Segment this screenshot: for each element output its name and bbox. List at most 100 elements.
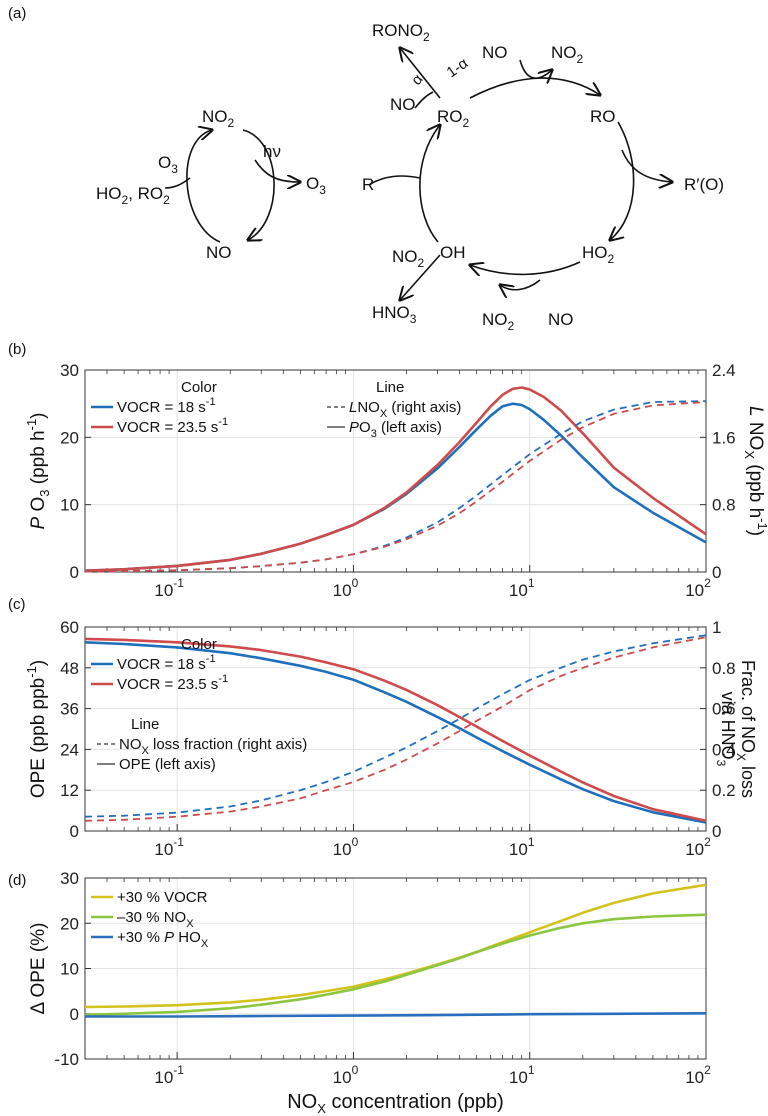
y-axis-label-left: OPE (ppb ppb-1) [24,660,49,798]
ro-to-ho2-arrow [610,121,635,240]
label-o3-product: O3 [306,174,326,197]
legend-line-title: Line [376,379,404,396]
legend-line-entry: NOX loss fraction (right axis) [119,736,307,757]
x-tick-label: 102 [685,1063,711,1087]
label-alpha: α [408,71,427,89]
x-tick-label: 102 [685,835,711,859]
x-tick-label: 101 [509,1063,535,1087]
y-left-tick-label: 48 [60,659,79,678]
legend-entry: VOCR = 18 s-1 [117,396,216,416]
label-one-minus-alpha: 1-α [444,55,472,82]
panel-label: (c) [8,596,26,613]
o3-product-arrow [254,159,300,182]
x-tick-label: 102 [685,576,711,600]
r-reactant-arc [369,175,421,185]
y-axis-label-right-line1: Frac. of NOX loss [734,660,758,798]
oh-to-ro2-arrow [419,125,440,243]
legend-entry: +30 % VOCR [117,889,208,906]
y-left-tick-label: 24 [60,740,79,759]
label-no2-bottom: NO2 [482,310,515,333]
panel-label: (b) [8,341,26,358]
x-tick-label: 100 [333,1063,359,1087]
y-left-tick-label: 30 [60,869,79,888]
y-left-tick-label: 10 [60,960,79,979]
legend-entry: +30 % P HOX [117,929,209,950]
y-right-tick-label: 1 [712,618,721,637]
x-tick-label: 10-1 [154,576,184,600]
y-left-tick-label: 36 [60,700,79,719]
legend-line-entry: PO3 (left axis) [349,419,442,440]
ho2-to-oh-arrow [470,261,581,274]
ro-product-arrow [621,149,672,182]
x-tick-label: 101 [509,576,535,600]
legend-entry: VOCR = 23.5 s-1 [117,673,228,693]
label-o3-reactant: O3 [158,153,178,176]
y-axis-label-left: P O3 (ppb h-1) [24,412,52,529]
series-line-3 [84,401,707,573]
panel-d-chart: (d) 10-1 100 101 102 -10 0 10 20 30 Δ OPE (%) NOX c… [8,869,711,1116]
label-hno3: HNO3 [372,303,417,326]
y-right-tick-label: 0.8 [712,496,736,515]
cycle-arrow-up [186,130,221,243]
legend-line-entry: OPE (left axis) [119,756,216,773]
y-right-tick-label: 0.8 [712,659,736,678]
label-r: R [362,175,374,194]
y-right-tick-label: 0.4 [712,740,736,759]
label-ho2: HO2 [582,243,615,266]
series-line-3 [84,636,707,822]
nox-cycle [164,129,300,243]
legend-line-entry: LNOX (right axis) [349,399,461,420]
y-left-tick-label: 30 [60,361,79,380]
y-left-tick-label: 12 [60,781,79,800]
no-alpha-arc [414,91,434,109]
y-axis-label-right-line2: via HNO3 [714,692,738,767]
label-no2-left: NO2 [202,107,235,130]
label-ro2: RO2 [437,107,470,130]
alpha-branch-arrow [400,48,441,99]
x-tick-label: 100 [333,576,359,600]
y-left-tick-label: 10 [60,496,79,515]
ho2-reactant-arc [164,177,191,189]
series-line-2 [85,1012,707,1018]
y-left-tick-label: 20 [60,428,79,447]
x-tick-label: 10-1 [154,835,184,859]
label-hv: hν [263,142,281,161]
cycle-arrow-down [242,129,275,240]
y-right-tick-label: 0 [712,822,721,841]
legend-color-title: Color [181,636,217,653]
y-right-tick-label: 0.2 [712,781,736,800]
hox-cycle [369,48,672,300]
label-no-bottom: NO [548,310,574,329]
legend-line-title: Line [131,716,159,733]
label-no-alpha: NO [390,95,416,114]
series-line-0 [84,641,707,824]
y-left-tick-label: -10 [54,1050,79,1069]
y-axis-label-left: Δ OPE (%) [28,923,49,1015]
label-ho2-ro2: HO2, RO2 [96,184,170,207]
label-rono2: RONO2 [372,21,430,44]
panel-a-schematic: (a) NO2 hν O3 O3 HO2, RO2 NO RONO2 [8,5,724,333]
series-line-1 [84,913,707,1016]
y-left-tick-label: 20 [60,914,79,933]
legend-entry: –30 % NOX [117,909,194,930]
label-no-left: NO [206,243,232,262]
y-right-tick-label: 0 [712,563,721,582]
y-left-tick-label: 0 [70,1005,79,1024]
y-axis-label-right: L NOX (ppb h-1) [742,406,768,536]
plot-frame [84,626,707,832]
x-tick-label: 10-1 [154,1063,184,1087]
x-axis-label: NOX concentration (ppb) [287,1091,504,1116]
series-line-1 [84,637,707,823]
series-line-2 [84,634,707,818]
ro2-to-ro-arrow [469,77,600,99]
label-oh: OH [440,243,466,262]
legend-entry: VOCR = 18 s-1 [117,653,216,673]
panel-label: (d) [8,872,26,889]
label-no-top: NO [482,43,508,62]
label-ro: RO [590,107,616,126]
y-left-tick-label: 0 [70,822,79,841]
y-left-tick-label: 0 [70,563,79,582]
x-tick-label: 100 [333,835,359,859]
legend-entry: VOCR = 23.5 s-1 [117,416,228,436]
